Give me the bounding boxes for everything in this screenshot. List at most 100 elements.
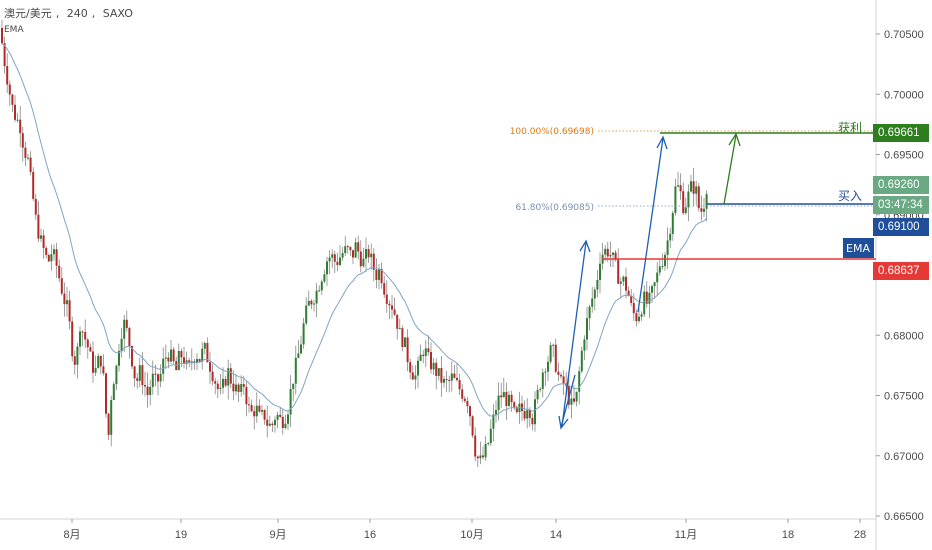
candle [515, 405, 518, 414]
candle [653, 281, 656, 299]
price-tick: 0.70000 [884, 89, 924, 101]
candle [453, 364, 456, 379]
interval-label[interactable]: 240 [66, 7, 88, 20]
candle [276, 411, 279, 429]
ema-badge[interactable]: 0.68637 [873, 262, 929, 280]
candle [164, 344, 167, 370]
candle [385, 280, 388, 313]
candle [81, 330, 84, 347]
fib-100-label: 100.00%(0.69698) [510, 127, 594, 137]
candle [326, 256, 328, 287]
candle [66, 286, 68, 317]
candle [409, 358, 412, 380]
candle [435, 358, 438, 390]
up-arrow-2[interactable] [637, 135, 668, 313]
candle [214, 377, 217, 395]
candle [237, 382, 240, 403]
candle [21, 126, 24, 162]
candle [398, 318, 401, 330]
candle [703, 197, 705, 217]
candle [331, 249, 334, 269]
candle [450, 361, 453, 392]
candle [141, 352, 144, 395]
candle [443, 376, 445, 388]
take-profit-label: 获利 [838, 121, 862, 135]
candle [528, 407, 531, 428]
candle [671, 210, 674, 241]
candle [666, 227, 669, 269]
buy-badge[interactable]: 0.69100 [873, 218, 929, 236]
candle [664, 252, 666, 271]
last-price-badge[interactable]: 0.69260 [873, 176, 929, 194]
candle [482, 446, 484, 460]
candle [268, 415, 271, 427]
candle [281, 409, 284, 435]
candle [333, 250, 336, 274]
candle [263, 409, 266, 425]
candle [692, 167, 695, 207]
time-axis[interactable]: 8月 19 9月 16 10月 14 11月 18 28 [63, 519, 866, 541]
candle [307, 290, 310, 306]
candle [609, 241, 612, 268]
up-arrow-1[interactable] [561, 239, 591, 427]
candle [3, 36, 6, 74]
price-tick: 0.67500 [884, 391, 924, 403]
candle [175, 356, 178, 371]
candle [55, 242, 58, 278]
candle [570, 389, 573, 419]
down-arrow-1[interactable] [558, 374, 576, 430]
candle [430, 342, 432, 374]
candle [489, 419, 492, 446]
candle [255, 392, 258, 423]
candle [313, 299, 315, 312]
candle [133, 365, 136, 388]
candle [149, 379, 152, 406]
candle [396, 314, 399, 340]
take-profit-badge[interactable]: 0.69661 [873, 124, 929, 142]
candle [414, 365, 417, 390]
candle [94, 355, 97, 377]
candle [513, 400, 516, 411]
candle [99, 355, 102, 375]
candle [190, 348, 193, 371]
candle [560, 372, 562, 380]
candle [562, 370, 565, 395]
candle [690, 175, 692, 193]
candle [388, 300, 391, 320]
candle [526, 398, 529, 429]
candle [344, 236, 347, 256]
time-tick: 18 [782, 529, 794, 541]
indicator-legend[interactable]: EMA [4, 25, 24, 35]
candle [635, 309, 638, 327]
candle [110, 395, 113, 447]
candle [357, 235, 360, 260]
candle [375, 258, 378, 289]
time-tick: 11月 [675, 529, 697, 541]
candle [16, 112, 19, 123]
price-tick: 0.66500 [884, 511, 924, 523]
candle [411, 365, 414, 380]
candle [404, 337, 406, 348]
candle [523, 400, 526, 421]
candle [362, 247, 365, 268]
candle [349, 246, 352, 256]
candle [440, 356, 443, 397]
candle [476, 455, 479, 468]
symbol-label[interactable]: 澳元/美元 [4, 7, 52, 20]
candle [68, 290, 71, 330]
candle [697, 183, 700, 212]
candle [359, 240, 362, 273]
candle [250, 399, 253, 413]
candle [266, 405, 269, 438]
candle [427, 335, 430, 356]
price-tick: 0.68000 [884, 330, 924, 342]
candle [185, 351, 188, 370]
candle [445, 370, 448, 392]
up-arrow-3[interactable] [723, 132, 741, 205]
buy-label: 买入 [838, 189, 862, 203]
candle [487, 442, 490, 446]
candle [128, 326, 131, 359]
candle [687, 184, 690, 222]
candle [289, 375, 292, 428]
